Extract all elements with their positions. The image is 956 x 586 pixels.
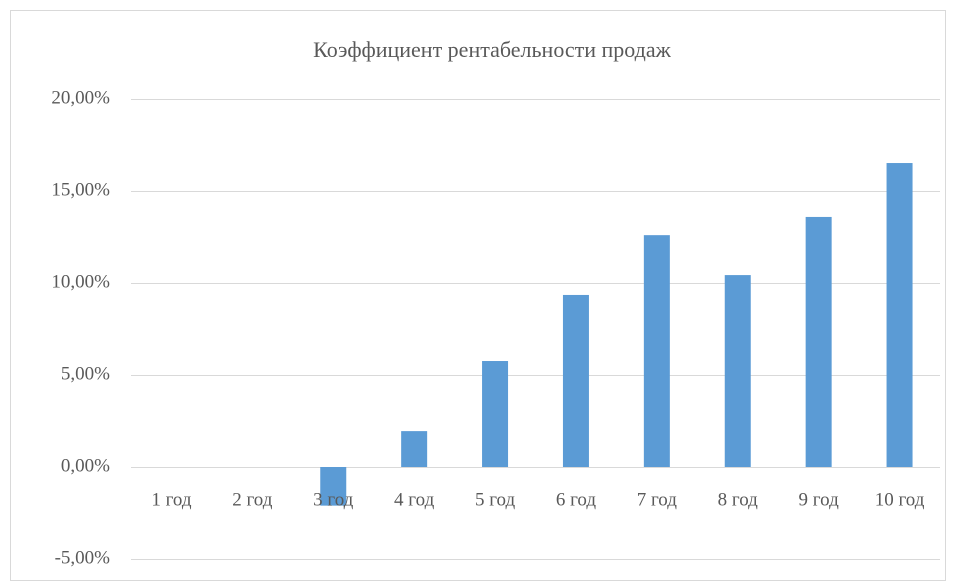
bar — [724, 275, 751, 467]
chart-title: Коэффициент рентабельности продаж — [313, 37, 671, 62]
y-tick-label: 5,00% — [61, 363, 110, 384]
bar — [886, 163, 913, 468]
x-tick-label: 1 год — [151, 489, 192, 510]
x-tick-label: 4 год — [394, 489, 435, 510]
x-tick-label: 5 год — [475, 489, 516, 510]
x-tick-label: 6 год — [556, 489, 597, 510]
x-tick-label: 9 год — [799, 489, 840, 510]
bar — [482, 361, 509, 467]
x-tick-label: 3 год — [313, 489, 354, 510]
x-tick-label: 8 год — [718, 489, 759, 510]
x-tick-label: 7 год — [637, 489, 678, 510]
x-tick-label: 10 год — [875, 489, 925, 510]
y-tick-label: -5,00% — [55, 547, 111, 568]
y-tick-label: 15,00% — [51, 179, 110, 200]
bar — [320, 467, 347, 506]
x-tick-label: 2 год — [232, 489, 273, 510]
bar — [643, 235, 670, 467]
y-tick-label: 0,00% — [61, 455, 110, 476]
chart-frame — [10, 10, 946, 581]
bar — [401, 431, 428, 467]
y-tick-label: 10,00% — [51, 271, 110, 292]
bar — [562, 294, 589, 467]
bar — [805, 216, 832, 467]
y-tick-label: 20,00% — [51, 87, 110, 108]
